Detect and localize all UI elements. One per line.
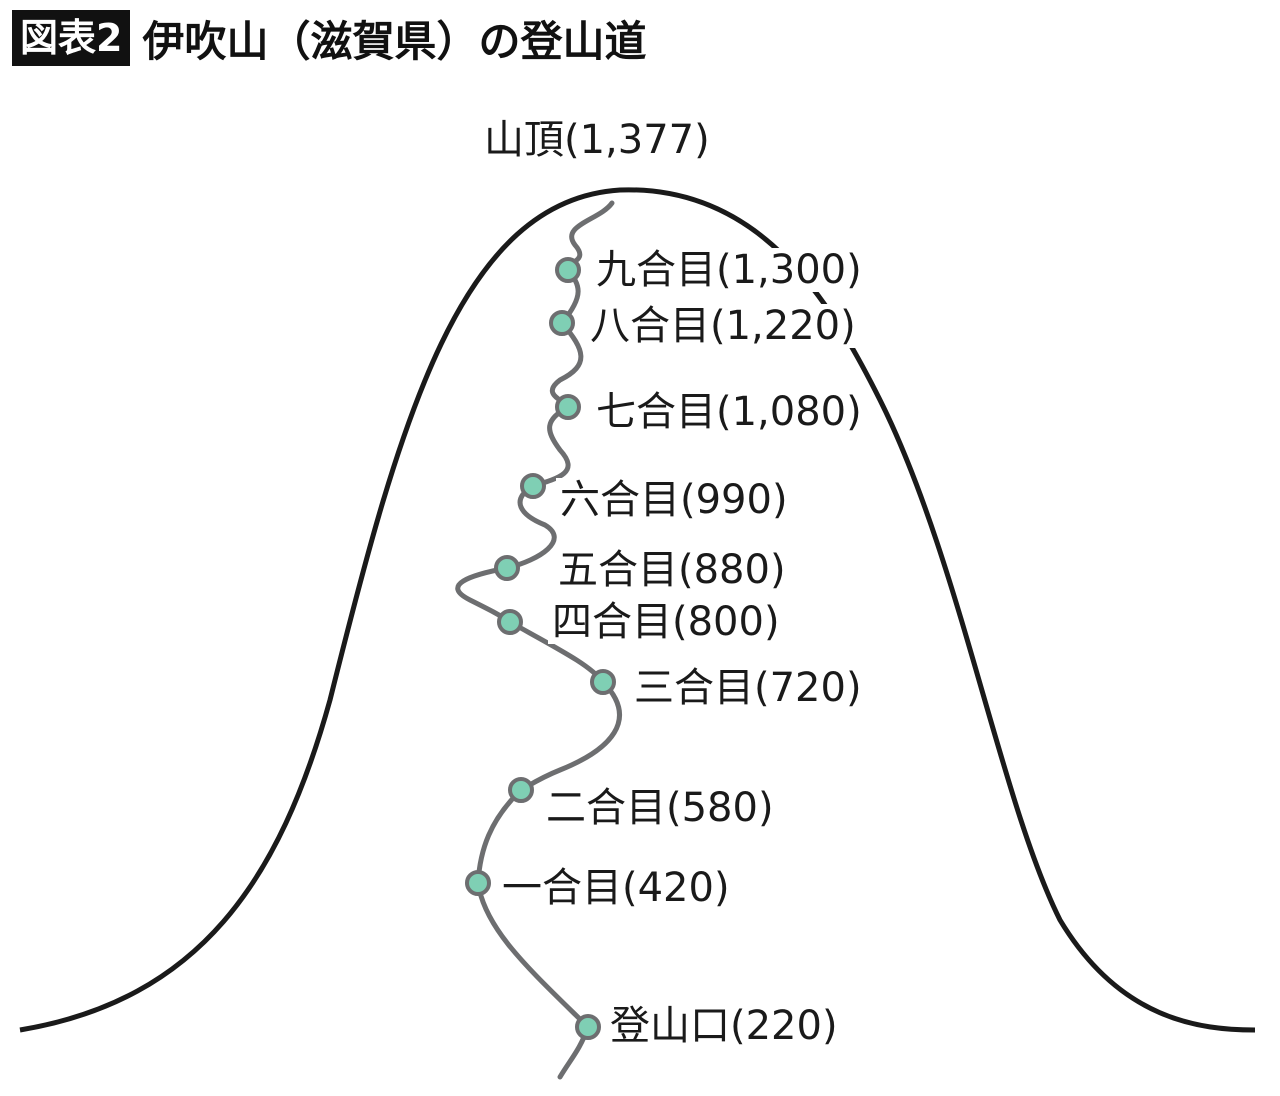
figure-heading: 伊吹山（滋賀県）の登山道 [142, 16, 647, 66]
station-label: 三合目(720) [630, 666, 866, 710]
station-marker [555, 394, 581, 420]
station-marker [549, 310, 575, 336]
station-marker [590, 669, 616, 695]
station-marker [555, 257, 581, 283]
summit-label: 山頂(1,377) [480, 118, 714, 162]
station-marker [520, 473, 546, 499]
figure-badge: 図表2 [12, 10, 131, 66]
station-label: 九合目(1,300) [592, 248, 866, 292]
station-label: 八合目(1,220) [586, 304, 860, 348]
mountain-outline [19, 187, 1256, 1033]
station-marker [575, 1014, 601, 1040]
station-marker [465, 870, 491, 896]
station-label: 一合目(420) [498, 866, 734, 910]
figure-title: 図表2 伊吹山（滋賀県）の登山道 [12, 10, 646, 66]
station-label: 四合目(800) [548, 600, 784, 644]
station-label: 六合目(990) [556, 478, 792, 522]
station-label: 七合目(1,080) [592, 390, 866, 434]
station-marker [508, 777, 534, 803]
station-marker [497, 609, 523, 635]
station-label: 二合目(580) [542, 786, 778, 830]
station-label: 登山口(220) [606, 1004, 842, 1048]
station-label: 五合目(880) [554, 548, 790, 592]
station-marker [494, 555, 520, 581]
